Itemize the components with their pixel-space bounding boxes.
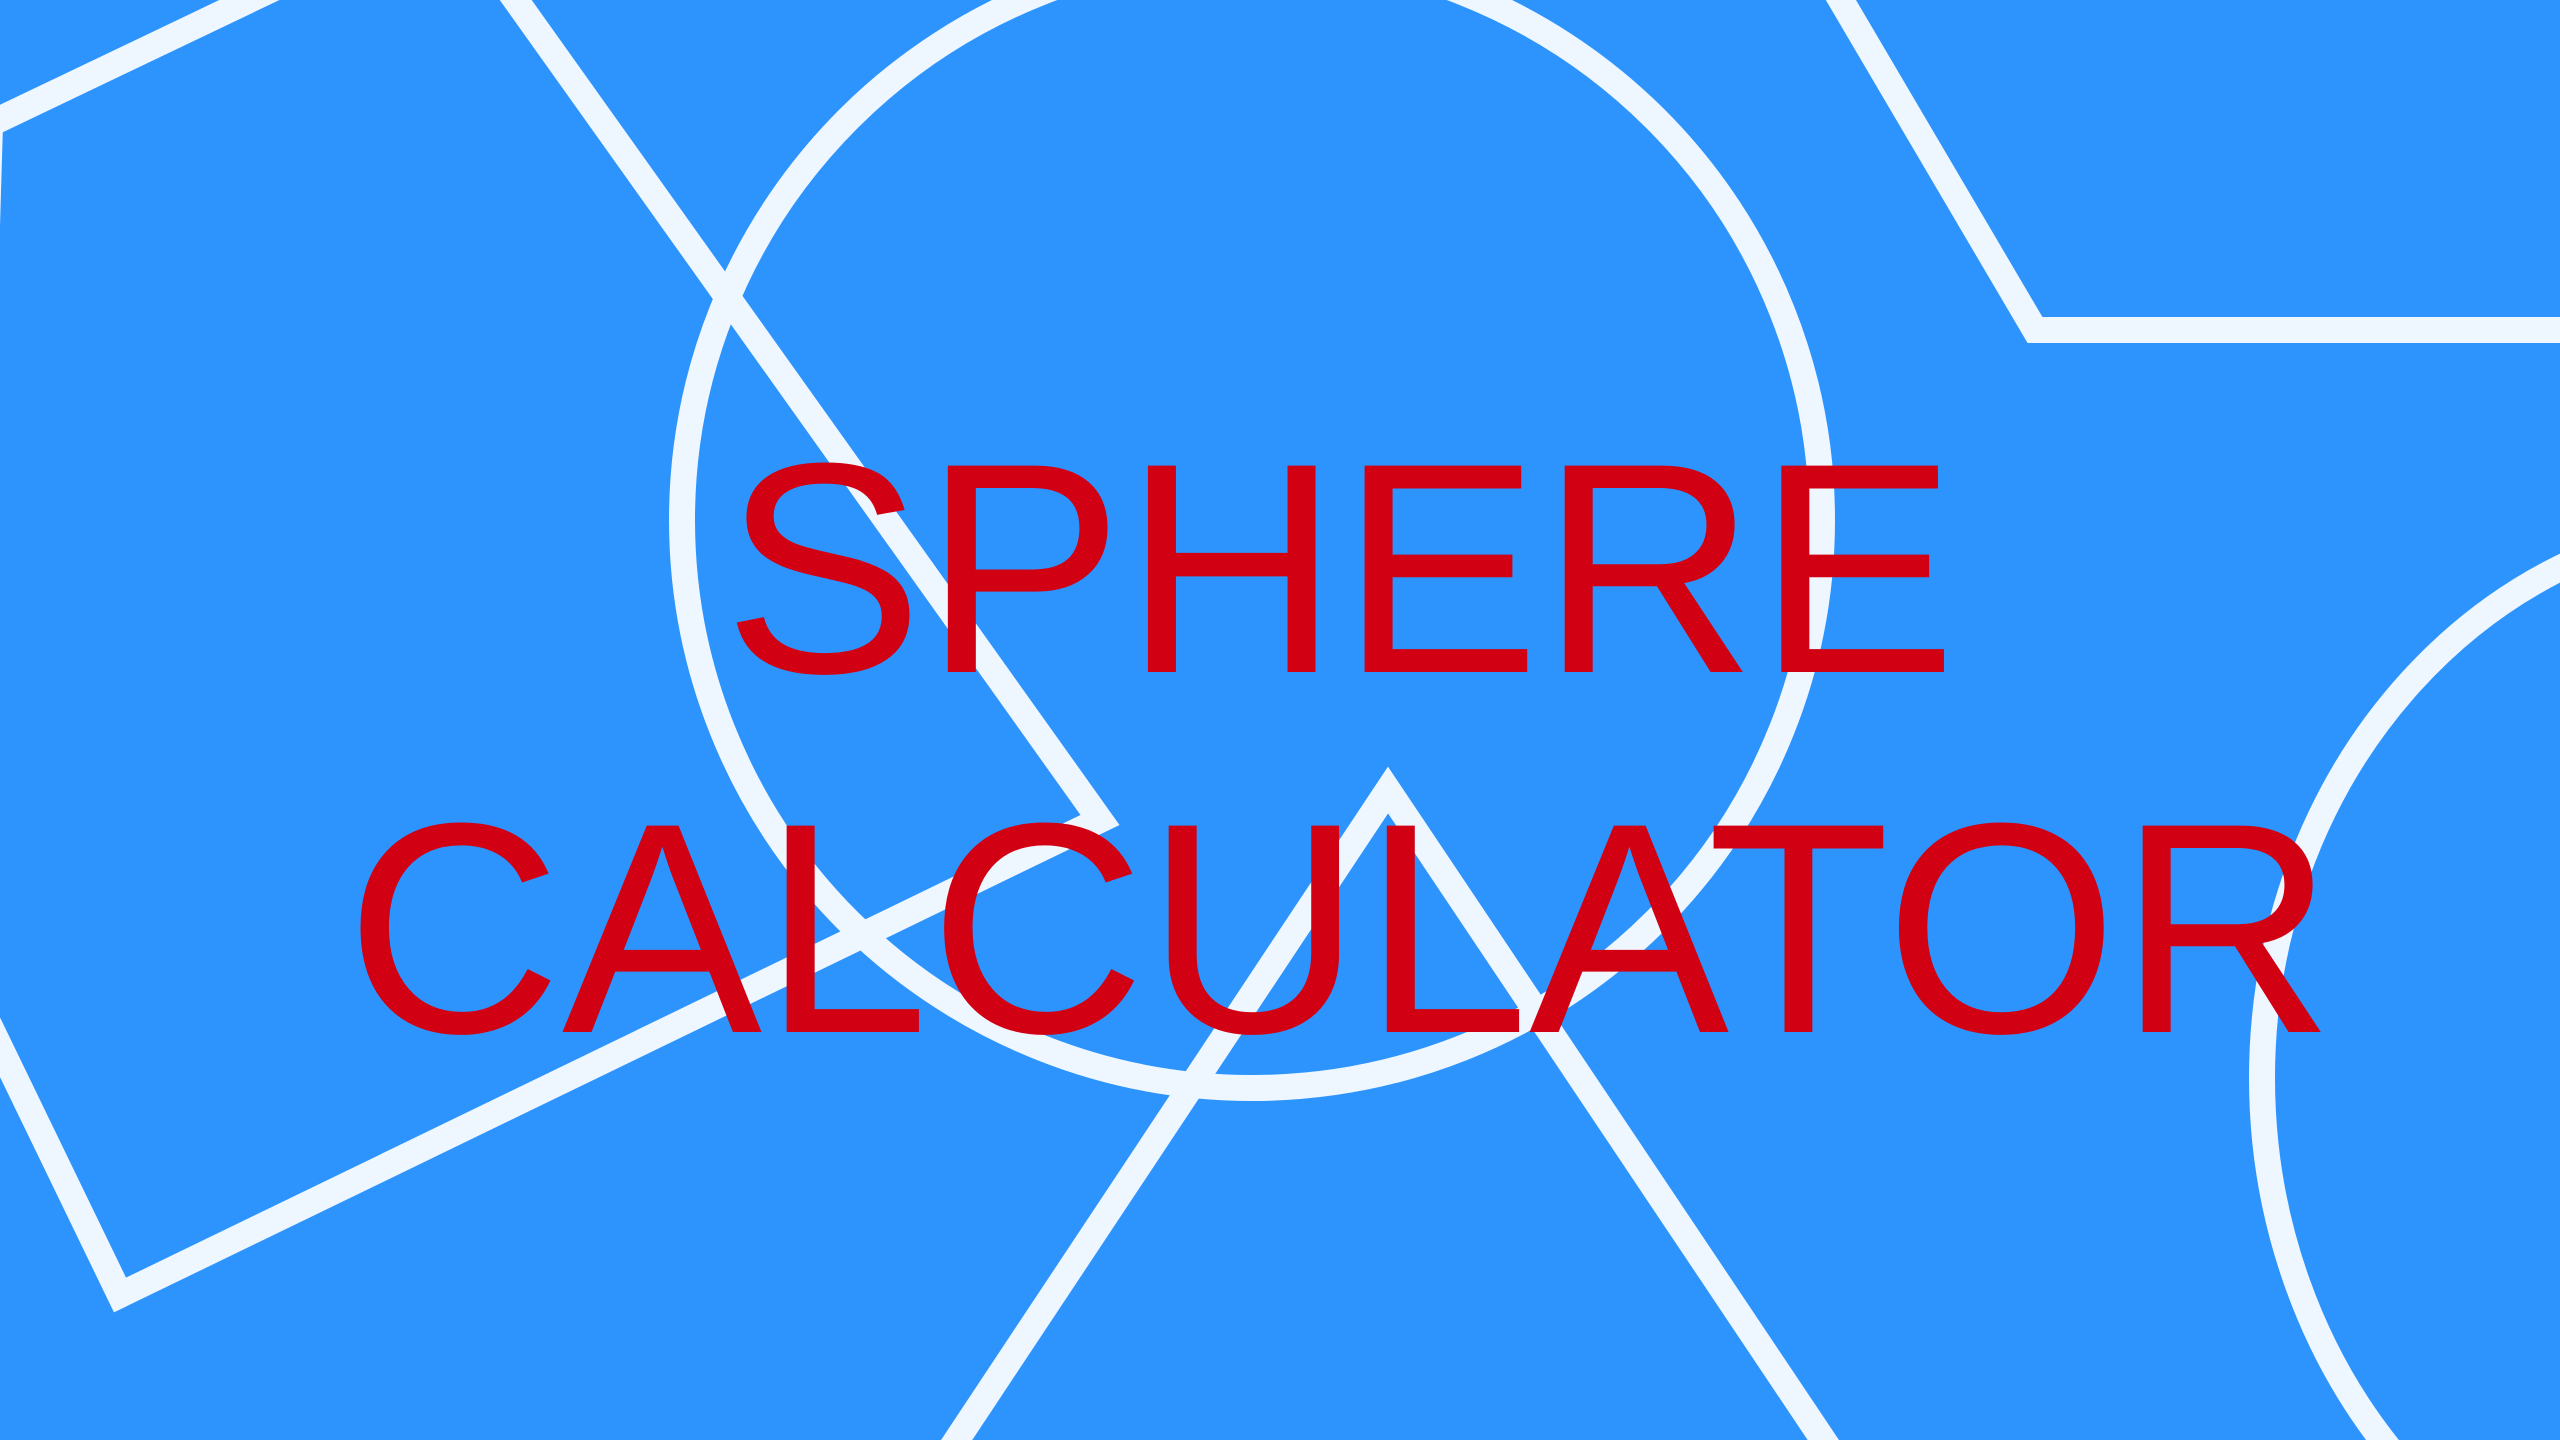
hexagon-outline-left — [0, 0, 1120, 1313]
hexagon-outline-top-right — [1825, 0, 2560, 343]
circle-outline-right — [2249, 553, 2560, 1440]
triangle-outline — [941, 766, 1839, 1440]
title-line-sphere: SPHERE — [723, 400, 1957, 736]
title-line-calculator: CALCULATOR — [345, 760, 2335, 1096]
circle-outline-center — [669, 0, 1835, 1101]
